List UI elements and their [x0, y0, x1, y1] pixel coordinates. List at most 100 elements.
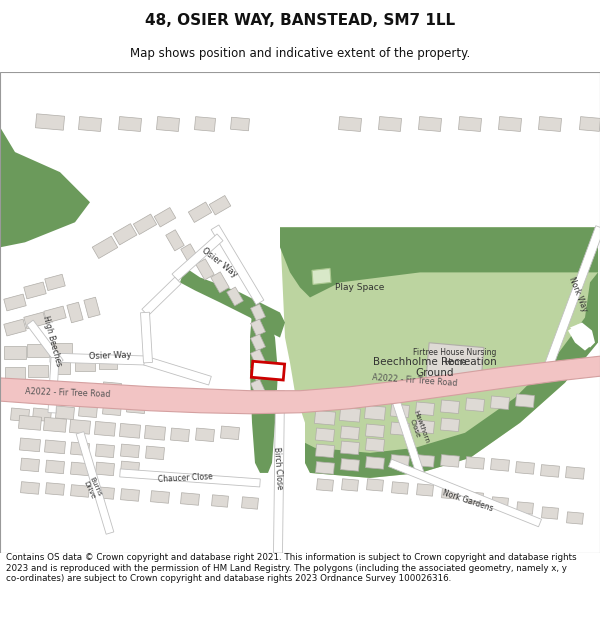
Bar — [44, 440, 65, 454]
Bar — [341, 459, 359, 471]
Bar — [119, 424, 140, 438]
Bar — [46, 482, 64, 495]
Bar — [20, 458, 40, 472]
Polygon shape — [305, 272, 598, 478]
Polygon shape — [312, 268, 331, 284]
Bar — [580, 117, 600, 131]
Bar — [103, 402, 121, 416]
Polygon shape — [389, 459, 541, 527]
Text: Chaucer Close: Chaucer Close — [157, 472, 212, 484]
Polygon shape — [76, 432, 114, 534]
Bar — [35, 114, 65, 130]
Bar — [127, 400, 145, 414]
Text: Play Space: Play Space — [335, 283, 385, 292]
Polygon shape — [280, 228, 598, 478]
Bar — [458, 116, 482, 131]
Text: Osier Way: Osier Way — [200, 246, 239, 279]
Bar — [146, 446, 164, 459]
Bar — [416, 484, 433, 496]
Bar — [154, 208, 176, 227]
Bar — [20, 482, 40, 494]
Bar — [11, 408, 29, 421]
Bar — [566, 512, 583, 524]
Bar — [426, 342, 484, 382]
Polygon shape — [143, 356, 211, 385]
Bar — [499, 116, 521, 131]
Bar — [365, 424, 385, 438]
Polygon shape — [250, 302, 278, 473]
Bar — [79, 404, 97, 418]
Bar — [392, 482, 409, 494]
Bar — [94, 421, 116, 436]
Bar — [491, 459, 509, 471]
Bar — [340, 408, 361, 422]
Bar — [242, 497, 259, 509]
Bar — [251, 334, 265, 351]
Bar — [56, 386, 74, 399]
Text: Osier Way: Osier Way — [89, 351, 131, 361]
Bar — [31, 386, 53, 400]
Bar — [391, 404, 409, 418]
Polygon shape — [27, 320, 63, 365]
Bar — [251, 361, 284, 380]
Bar — [95, 444, 115, 458]
Bar — [71, 484, 89, 498]
Bar — [341, 441, 359, 454]
Bar — [19, 416, 41, 430]
Bar — [10, 386, 31, 400]
Text: Contains OS data © Crown copyright and database right 2021. This information is : Contains OS data © Crown copyright and d… — [6, 553, 577, 583]
Bar — [491, 396, 509, 409]
Text: High Beeches: High Beeches — [41, 314, 63, 367]
Bar — [113, 224, 137, 245]
Bar — [440, 418, 460, 432]
Bar — [194, 117, 215, 131]
Bar — [365, 457, 385, 469]
Polygon shape — [172, 234, 223, 281]
Bar — [364, 406, 386, 420]
Bar — [181, 244, 199, 265]
Polygon shape — [211, 225, 264, 305]
Bar — [316, 462, 334, 474]
Bar — [251, 349, 265, 366]
Bar — [121, 461, 139, 474]
Bar — [416, 402, 434, 416]
Bar — [212, 495, 229, 507]
Bar — [251, 319, 265, 336]
Polygon shape — [544, 226, 600, 369]
Bar — [52, 342, 72, 354]
Bar — [367, 479, 383, 491]
Bar — [466, 457, 484, 469]
Bar — [121, 444, 139, 458]
Bar — [251, 304, 265, 321]
Bar — [196, 428, 214, 442]
Bar — [43, 418, 67, 432]
Bar — [67, 302, 83, 322]
Bar — [70, 419, 91, 434]
Bar — [467, 492, 484, 504]
Bar — [133, 214, 157, 234]
Bar — [157, 116, 179, 131]
Polygon shape — [50, 353, 150, 365]
Bar — [28, 364, 48, 377]
Bar — [379, 116, 401, 131]
Bar — [166, 230, 184, 251]
Text: A2022 - Fir Tree Road: A2022 - Fir Tree Road — [372, 373, 458, 388]
Bar — [79, 116, 101, 131]
Bar — [75, 359, 95, 371]
Text: Beechholme Recreation
Ground: Beechholme Recreation Ground — [373, 357, 497, 379]
Bar — [338, 116, 362, 131]
Bar — [84, 298, 100, 318]
Text: Burns
Drive: Burns Drive — [82, 476, 102, 500]
Bar — [92, 236, 118, 259]
Bar — [365, 438, 385, 452]
Bar — [538, 116, 562, 131]
Polygon shape — [48, 357, 59, 413]
Bar — [391, 454, 409, 467]
Bar — [24, 312, 46, 329]
Bar — [314, 411, 335, 425]
Text: 48, OSIER WAY, BANSTEAD, SM7 1LL: 48, OSIER WAY, BANSTEAD, SM7 1LL — [145, 12, 455, 28]
Bar — [440, 454, 460, 467]
Bar — [440, 400, 460, 414]
Text: Nork Gardens: Nork Gardens — [442, 489, 494, 513]
Bar — [32, 408, 52, 421]
